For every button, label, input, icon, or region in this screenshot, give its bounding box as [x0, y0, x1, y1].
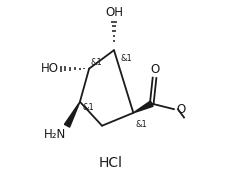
Text: OH: OH	[105, 6, 122, 19]
Text: O: O	[175, 103, 185, 116]
Text: H₂N: H₂N	[44, 128, 66, 141]
Text: HO: HO	[41, 62, 59, 75]
Text: O: O	[149, 63, 158, 76]
Text: &1: &1	[82, 103, 94, 112]
Text: &1: &1	[120, 54, 132, 63]
Text: &1: &1	[90, 58, 102, 67]
Text: &1: &1	[135, 120, 146, 129]
Polygon shape	[64, 102, 80, 127]
Polygon shape	[133, 101, 152, 113]
Text: HCl: HCl	[98, 156, 122, 170]
